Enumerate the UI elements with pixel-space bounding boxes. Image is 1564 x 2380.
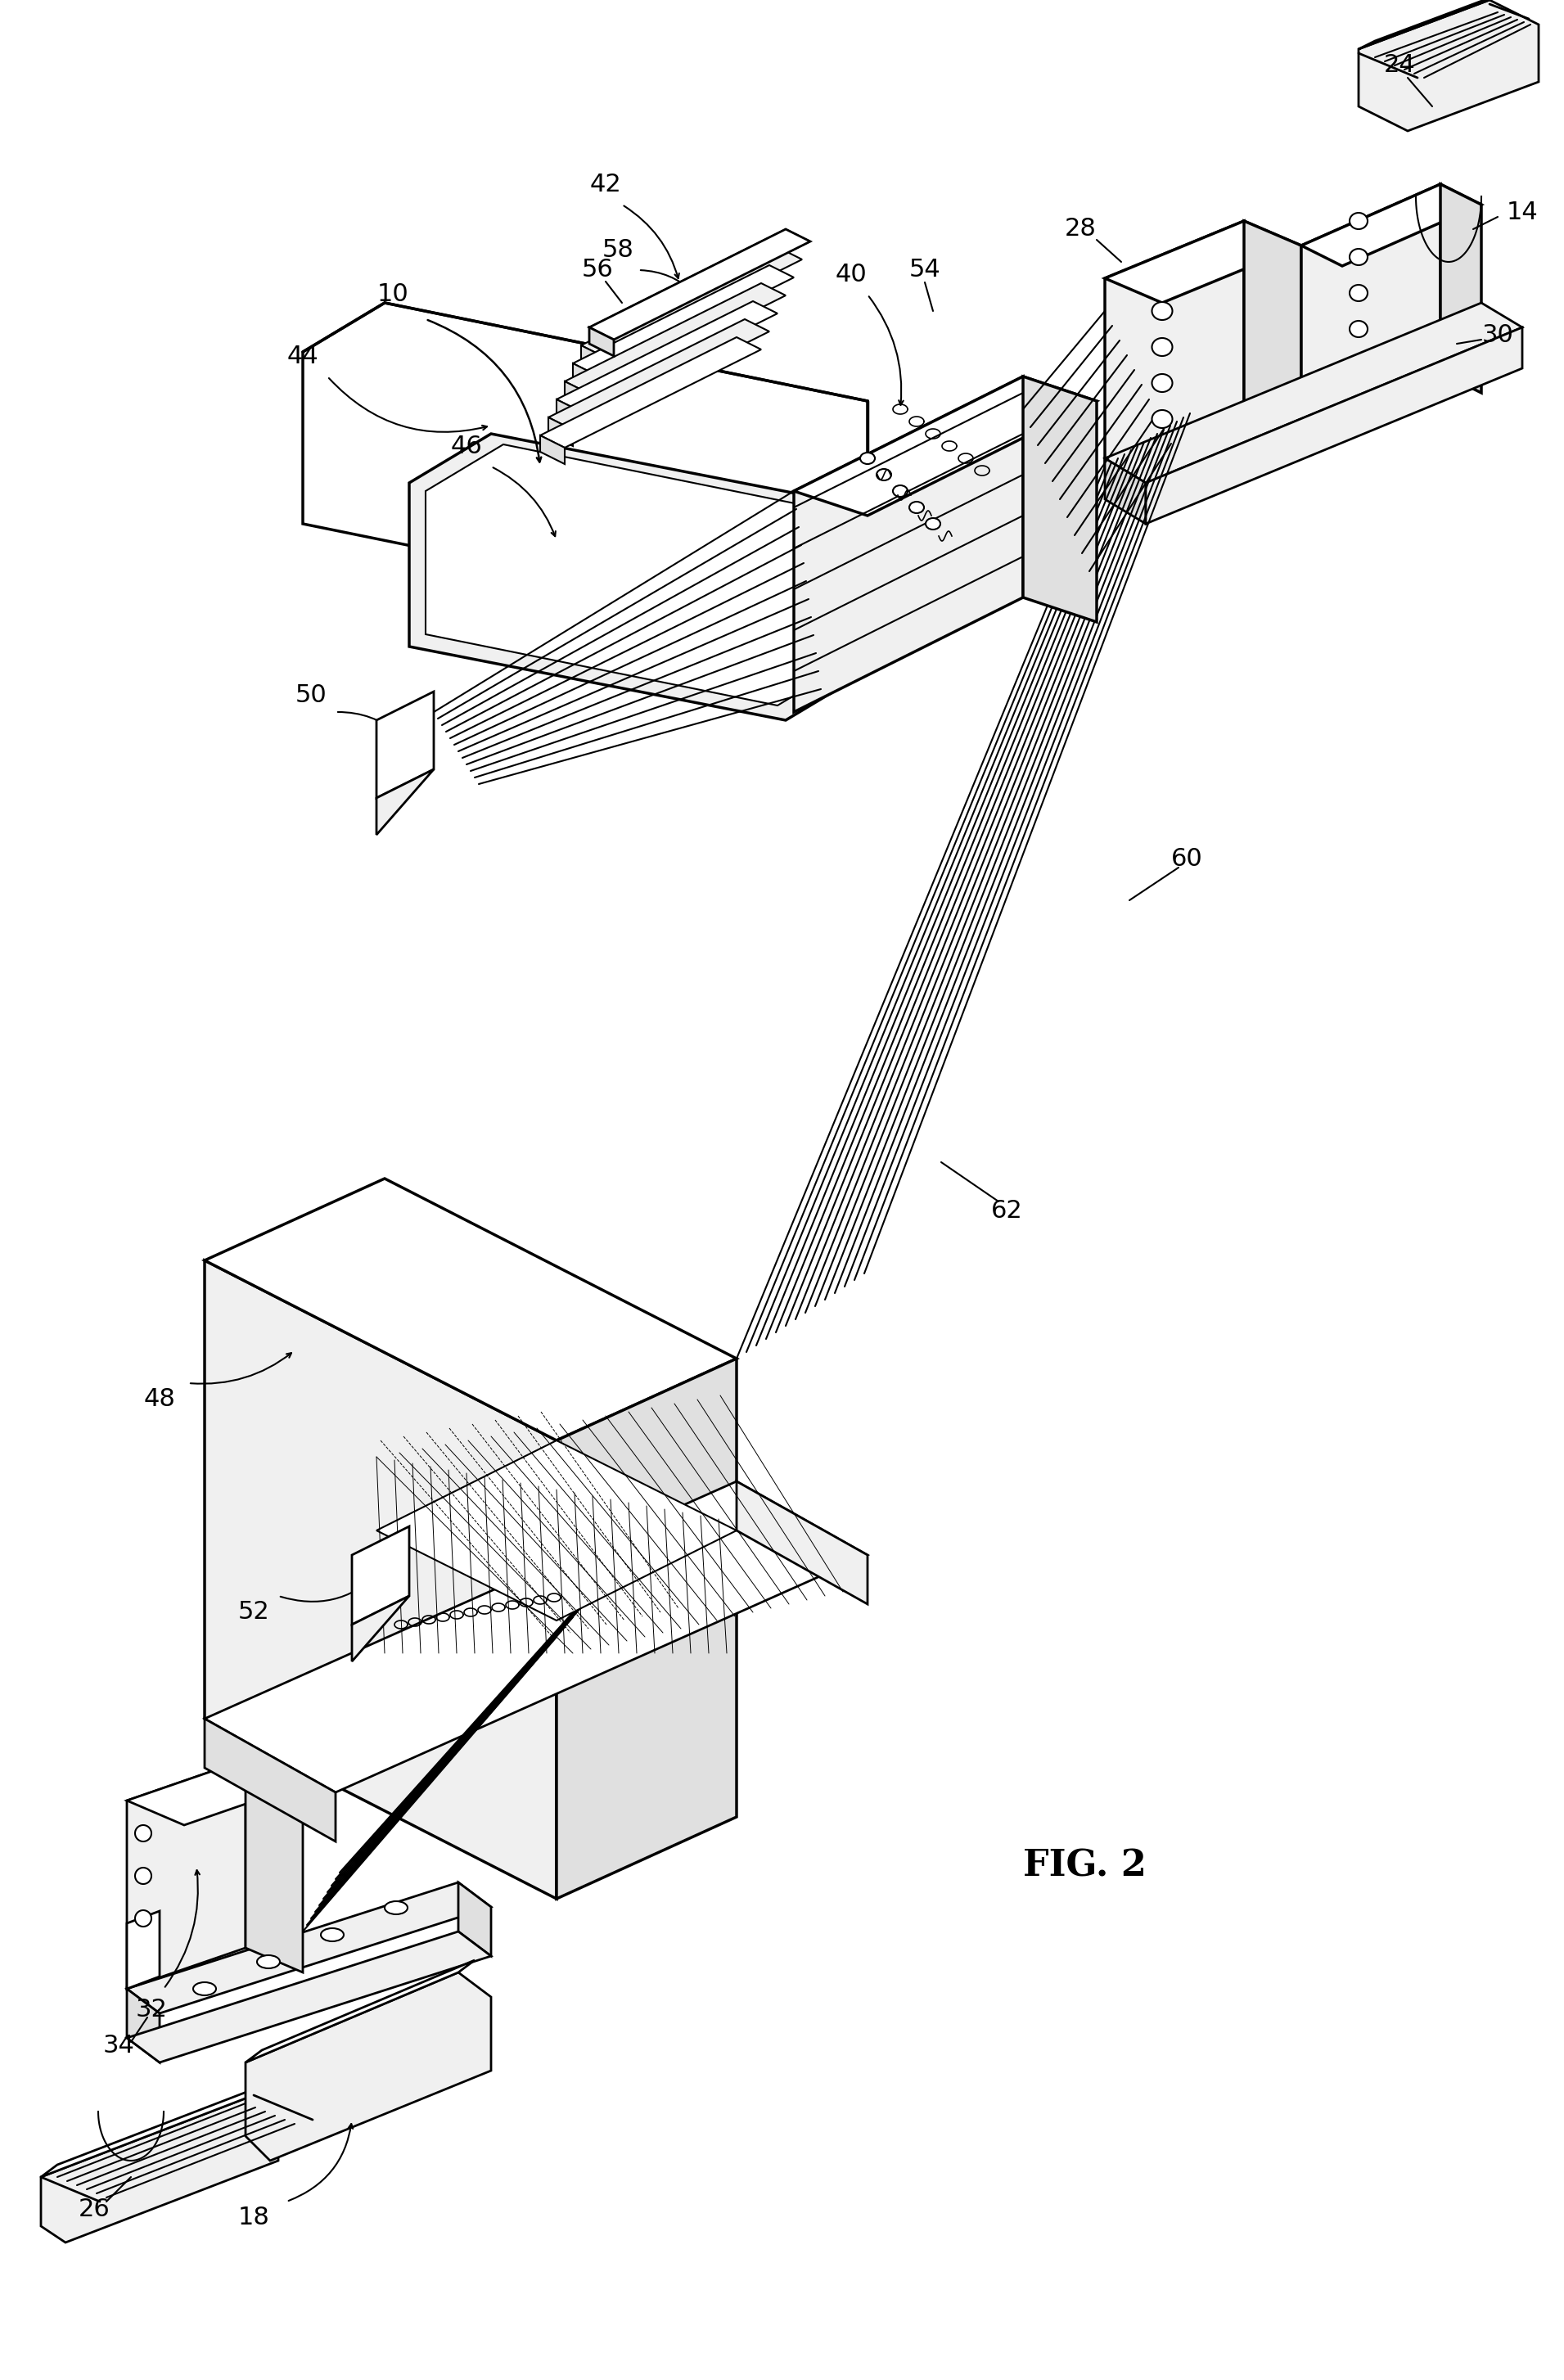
Ellipse shape	[876, 469, 891, 481]
Ellipse shape	[1350, 321, 1367, 338]
Ellipse shape	[135, 1911, 152, 1925]
Polygon shape	[377, 769, 433, 835]
Text: 26: 26	[78, 2197, 109, 2221]
Polygon shape	[549, 319, 769, 431]
Polygon shape	[565, 381, 590, 409]
Polygon shape	[557, 400, 582, 428]
Polygon shape	[1243, 221, 1301, 433]
Polygon shape	[127, 1911, 160, 1990]
Polygon shape	[205, 1480, 868, 1792]
Polygon shape	[557, 302, 777, 412]
Polygon shape	[1104, 221, 1243, 466]
Ellipse shape	[1153, 338, 1173, 357]
Polygon shape	[1023, 376, 1096, 621]
Text: 24: 24	[1384, 55, 1415, 76]
Polygon shape	[1146, 328, 1522, 524]
Polygon shape	[41, 2082, 271, 2178]
Text: 14: 14	[1506, 200, 1537, 224]
Polygon shape	[582, 248, 802, 357]
Polygon shape	[425, 445, 856, 704]
Polygon shape	[205, 1718, 336, 1842]
Polygon shape	[1104, 221, 1301, 302]
Polygon shape	[590, 328, 613, 357]
Text: 54: 54	[909, 257, 940, 281]
Text: 60: 60	[1171, 847, 1203, 871]
Polygon shape	[410, 433, 868, 721]
Polygon shape	[246, 1973, 491, 2161]
Polygon shape	[737, 1480, 868, 1604]
Polygon shape	[549, 416, 572, 445]
Ellipse shape	[926, 519, 940, 528]
Polygon shape	[127, 1759, 246, 1990]
Ellipse shape	[321, 1928, 344, 1942]
Polygon shape	[1104, 459, 1146, 524]
Text: 48: 48	[144, 1388, 175, 1411]
Polygon shape	[590, 228, 810, 340]
Ellipse shape	[192, 1983, 216, 1994]
Ellipse shape	[135, 1825, 152, 1842]
Ellipse shape	[1350, 286, 1367, 302]
Polygon shape	[590, 228, 810, 340]
Ellipse shape	[256, 1956, 280, 1968]
Polygon shape	[352, 1526, 410, 1626]
Text: 10: 10	[377, 283, 408, 307]
Ellipse shape	[1153, 374, 1173, 393]
Ellipse shape	[893, 486, 907, 497]
Polygon shape	[795, 376, 1023, 712]
Polygon shape	[572, 264, 795, 376]
Text: 58: 58	[602, 238, 633, 262]
Text: 40: 40	[835, 262, 866, 286]
Polygon shape	[41, 2094, 278, 2242]
Polygon shape	[540, 338, 762, 447]
Polygon shape	[1359, 0, 1506, 50]
Polygon shape	[303, 302, 868, 621]
Polygon shape	[205, 1261, 557, 1899]
Text: 44: 44	[286, 345, 319, 369]
Ellipse shape	[135, 1868, 152, 1885]
Polygon shape	[572, 364, 597, 393]
Polygon shape	[1440, 183, 1481, 393]
Ellipse shape	[385, 1902, 408, 1914]
Polygon shape	[352, 1597, 410, 1661]
Polygon shape	[590, 328, 613, 357]
Text: 56: 56	[582, 257, 613, 281]
Ellipse shape	[1153, 409, 1173, 428]
Polygon shape	[377, 693, 433, 797]
Text: 62: 62	[992, 1200, 1023, 1223]
Ellipse shape	[909, 502, 924, 514]
Polygon shape	[127, 1990, 160, 2063]
Text: 34: 34	[103, 2035, 135, 2059]
Polygon shape	[205, 1178, 737, 1440]
Polygon shape	[377, 1440, 737, 1621]
Polygon shape	[458, 1883, 491, 1956]
Polygon shape	[540, 436, 565, 464]
Polygon shape	[1301, 183, 1481, 267]
Text: FIG. 2: FIG. 2	[1023, 1849, 1146, 1883]
Text: 28: 28	[1065, 217, 1096, 240]
Polygon shape	[1301, 183, 1440, 433]
Polygon shape	[1104, 302, 1522, 483]
Polygon shape	[557, 1359, 737, 1899]
Text: 46: 46	[450, 433, 482, 457]
Ellipse shape	[1350, 212, 1367, 228]
Text: 30: 30	[1481, 324, 1514, 347]
Ellipse shape	[1350, 250, 1367, 264]
Text: 32: 32	[136, 1997, 167, 2021]
Polygon shape	[582, 345, 605, 374]
Polygon shape	[127, 1933, 491, 2063]
Text: 50: 50	[296, 683, 327, 707]
Polygon shape	[246, 1961, 475, 2063]
Polygon shape	[565, 283, 785, 393]
Text: 52: 52	[238, 1599, 269, 1623]
Polygon shape	[127, 1759, 303, 1825]
Polygon shape	[795, 376, 1096, 516]
Polygon shape	[127, 1883, 491, 2013]
Text: 18: 18	[238, 2206, 269, 2230]
Ellipse shape	[1153, 302, 1173, 319]
Polygon shape	[246, 1759, 303, 1973]
Polygon shape	[1359, 0, 1539, 131]
Ellipse shape	[860, 452, 874, 464]
Text: 42: 42	[590, 171, 621, 195]
